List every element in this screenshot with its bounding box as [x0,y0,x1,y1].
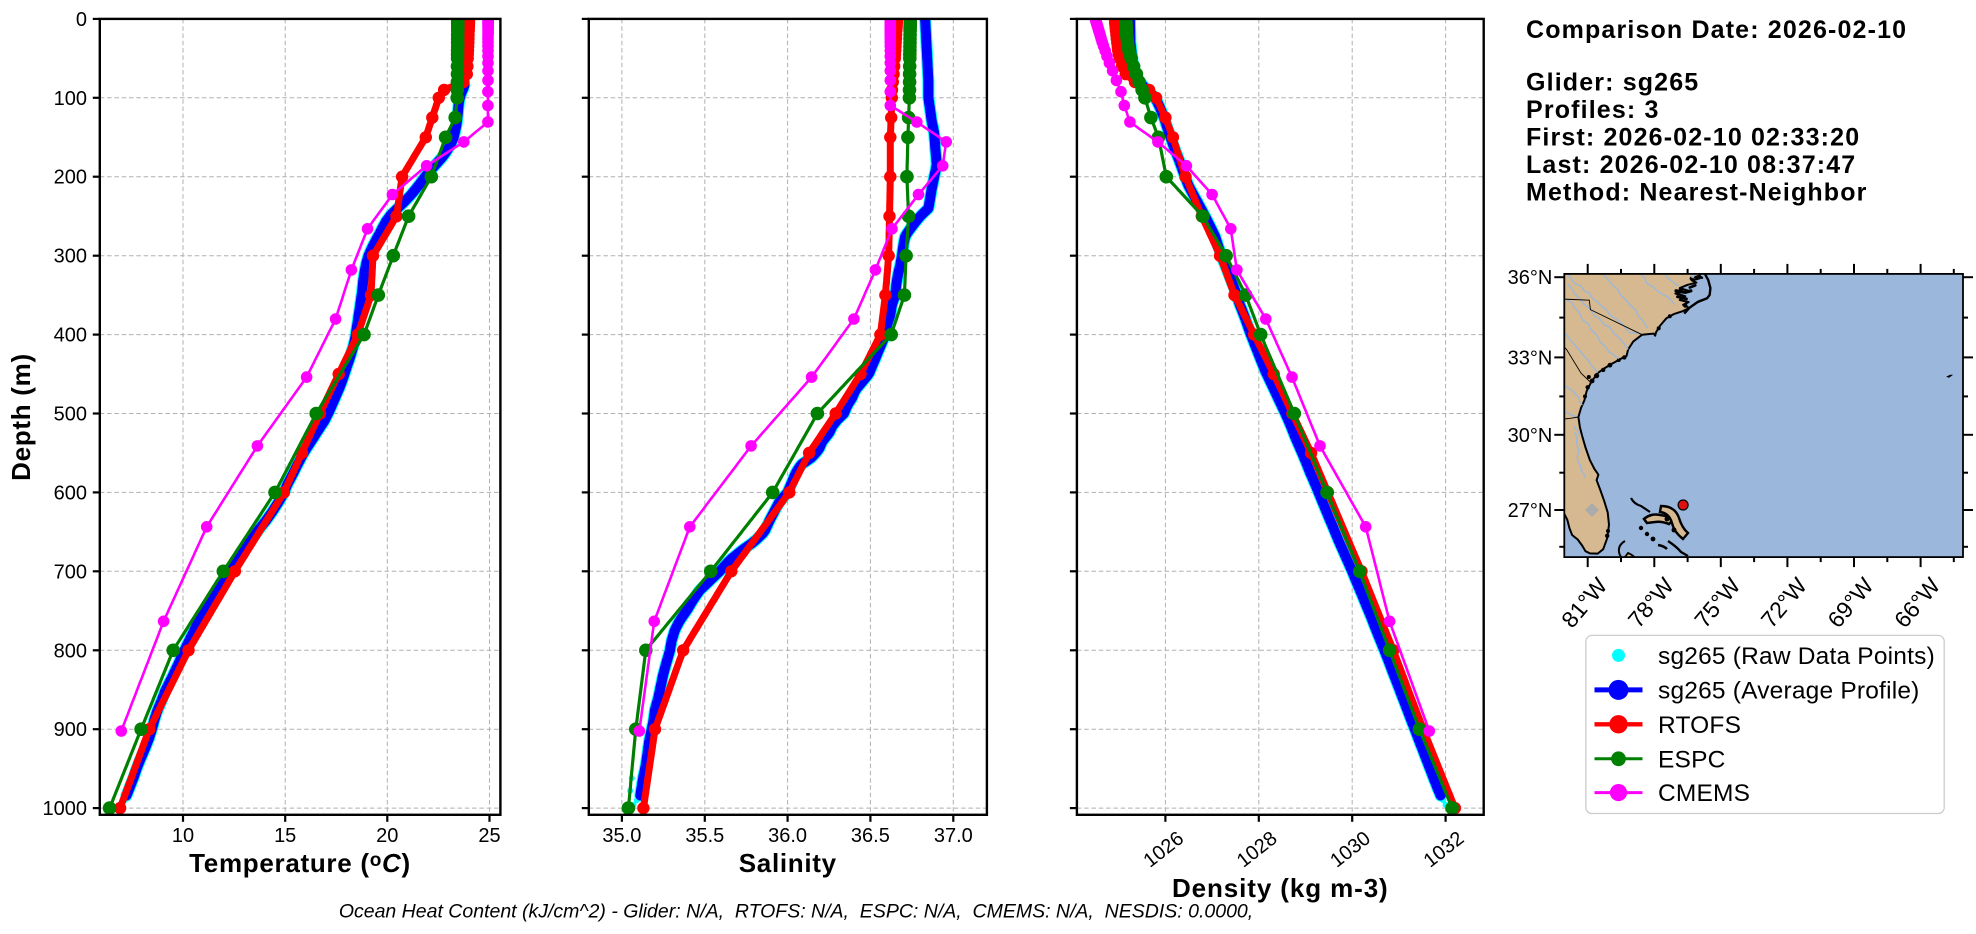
svg-text:900: 900 [54,719,87,741]
svg-text:Ocean Heat Content (kJ/cm^2) -: Ocean Heat Content (kJ/cm^2) - Glider: N… [339,901,1253,923]
svg-text:36.0: 36.0 [768,825,807,847]
svg-text:First: 2026-02-10 02:33:20: First: 2026-02-10 02:33:20 [1526,123,1860,151]
svg-text:400: 400 [54,325,87,347]
svg-text:27°N: 27°N [1508,500,1553,522]
svg-text:700: 700 [54,561,87,583]
svg-text:35.5: 35.5 [685,825,724,847]
svg-text:600: 600 [54,482,87,504]
svg-text:300: 300 [54,246,87,268]
svg-text:20: 20 [376,825,398,847]
svg-text:Depth (m): Depth (m) [6,353,36,481]
svg-text:Method: Nearest-Neighbor: Method: Nearest-Neighbor [1526,178,1868,206]
svg-text:sg265 (Raw Data Points): sg265 (Raw Data Points) [1658,643,1935,670]
svg-text:33°N: 33°N [1508,347,1553,369]
svg-text:Density (kg m-3): Density (kg m-3) [1172,873,1389,903]
svg-text:Last: 2026-02-10 08:37:47: Last: 2026-02-10 08:37:47 [1526,151,1856,179]
svg-text:30°N: 30°N [1508,425,1553,447]
svg-text:15: 15 [274,825,296,847]
svg-text:ESPC: ESPC [1658,746,1726,773]
svg-text:500: 500 [54,404,87,426]
svg-text:25: 25 [478,825,500,847]
svg-text:sg265 (Average Profile): sg265 (Average Profile) [1658,677,1920,704]
svg-text:200: 200 [54,167,87,189]
svg-text:Glider: sg265: Glider: sg265 [1526,68,1699,96]
svg-text:36°N: 36°N [1508,267,1553,289]
svg-text:35.0: 35.0 [602,825,641,847]
svg-text:36.5: 36.5 [851,825,890,847]
svg-text:37.0: 37.0 [934,825,973,847]
svg-text:1000: 1000 [43,798,88,820]
svg-text:CMEMS: CMEMS [1658,780,1750,807]
svg-text:10: 10 [172,825,194,847]
svg-text:Profiles: 3: Profiles: 3 [1526,96,1660,124]
svg-text:0: 0 [76,9,87,31]
svg-text:Comparison Date: 2026-02-10: Comparison Date: 2026-02-10 [1526,16,1907,44]
svg-text:Salinity: Salinity [739,848,837,878]
svg-text:800: 800 [54,640,87,662]
svg-text:RTOFS: RTOFS [1658,712,1741,739]
svg-text:100: 100 [54,88,87,110]
